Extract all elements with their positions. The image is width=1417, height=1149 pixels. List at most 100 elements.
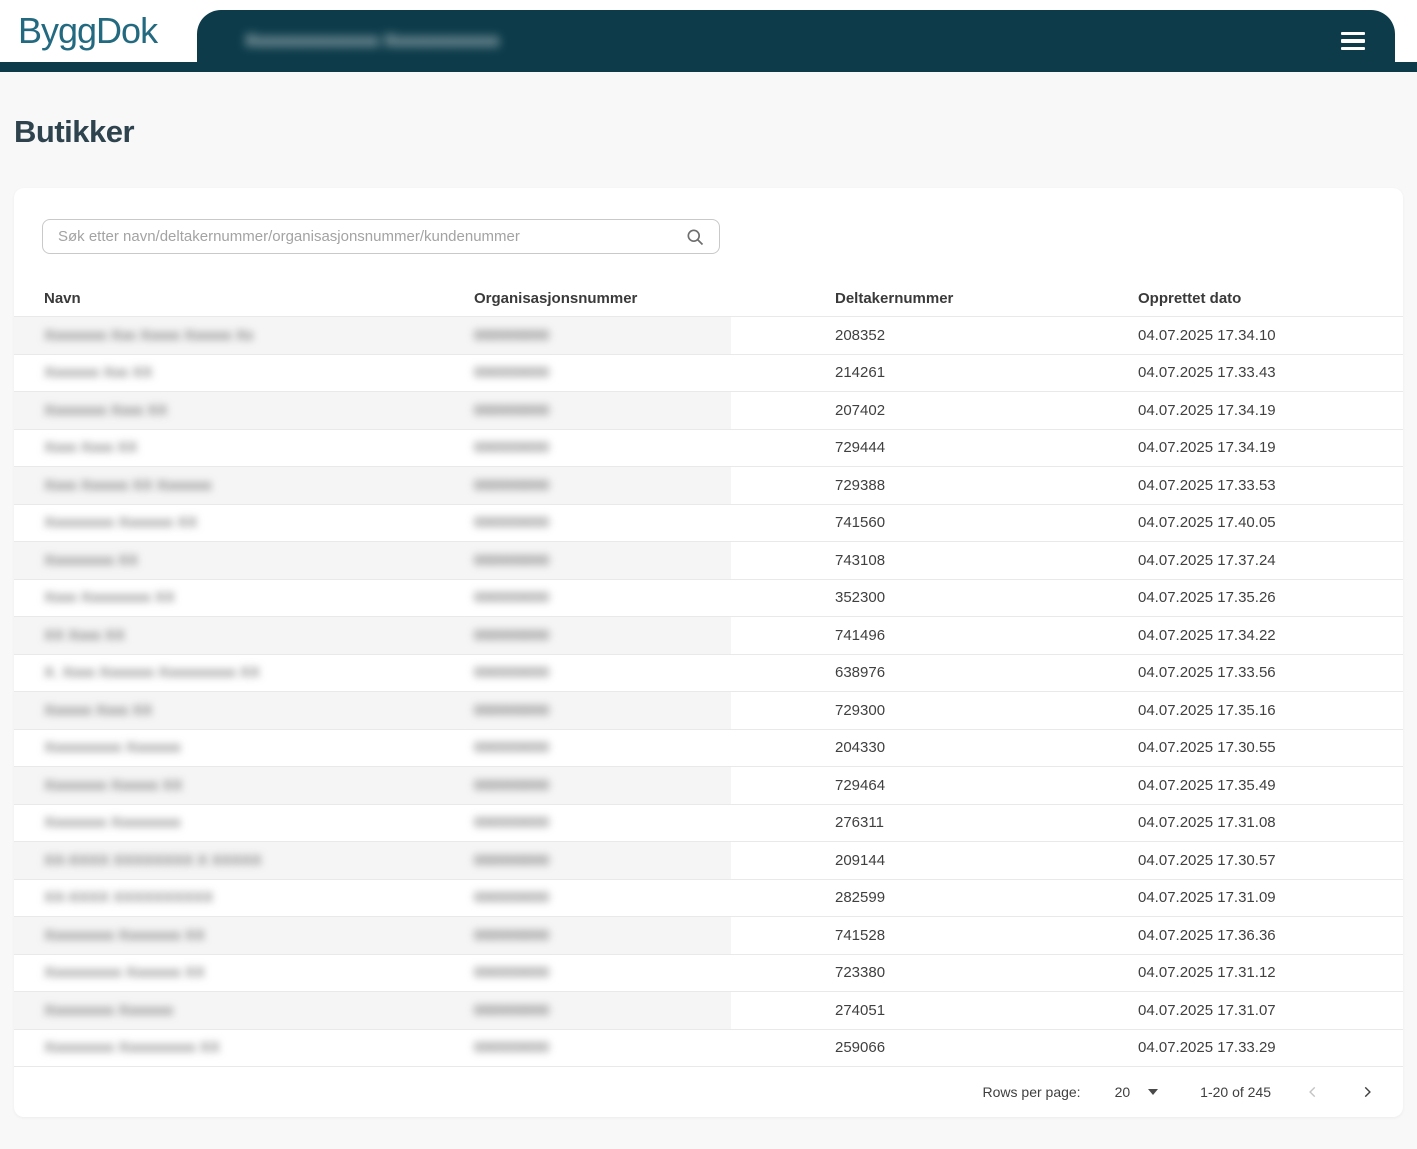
created-date-cell: 04.07.2025 17.37.24 <box>1138 551 1276 569</box>
created-date-cell: 04.07.2025 17.34.19 <box>1138 401 1276 419</box>
previous-page-button[interactable] <box>1301 1080 1325 1104</box>
org-number-cell: 000000000 <box>474 439 835 456</box>
table-row[interactable]: Xxxxxx Xxxx XX 000000000 729300 04.07.2025 … <box>14 692 1403 730</box>
table-row[interactable]: Xxxxxxxx Xxxx XX 000000000 207402 04.07.202… <box>14 392 1403 430</box>
table-row[interactable]: Xxxxxxxxx Xxxxxxxx XX 000000000 741528 04.0… <box>14 917 1403 955</box>
created-date-cell: 04.07.2025 17.33.43 <box>1138 364 1276 382</box>
store-name-redacted: X. Xxxx Xxxxxxx Xxxxxxxxxx XX <box>44 664 260 682</box>
created-date-cell: 04.07.2025 17.40.05 <box>1138 514 1276 532</box>
org-number-cell: 000000000 <box>474 852 835 869</box>
org-number-cell: 000000000 <box>474 927 835 944</box>
org-number-cell: 000000000 <box>474 1039 835 1056</box>
table-body: Xxxxxxxx Xxx Xxxxx Xxxxxx Xx 000000000 208… <box>14 317 1403 1067</box>
header-tab: Xxxxxxxxxxxxxx Xxxxxxxxxxxx <box>197 10 1395 72</box>
created-date-cell: 04.07.2025 17.33.56 <box>1138 664 1276 682</box>
store-name-cell: Xxxxxxxxxx Xxxxxxx <box>44 739 474 756</box>
table-row[interactable]: Xxxxxxxxx Xxxxxxx 000000000 274051 04.07.20… <box>14 992 1403 1030</box>
store-name-redacted: Xxxxxxxx Xxx Xxxxx Xxxxxx Xx <box>44 326 254 344</box>
store-name-redacted: Xxxxxxxxxx Xxxxxxx XX <box>44 964 205 982</box>
table-row[interactable]: XX-XXXX XXXXXXXX X XXXXX 000000000 209144 0… <box>14 842 1403 880</box>
org-number-redacted: 000000000 <box>474 739 550 757</box>
menu-button[interactable] <box>1341 32 1365 50</box>
created-date-cell: 04.07.2025 17.33.53 <box>1138 476 1276 494</box>
org-number-redacted: 000000000 <box>474 1001 550 1019</box>
org-number-redacted: 000000000 <box>474 889 550 907</box>
store-name-redacted: XX-XXXX XXXXXXXX X XXXXX <box>44 851 262 869</box>
org-number-cell: 000000000 <box>474 739 835 756</box>
store-name-cell: Xxxxxxx Xxx XX <box>44 364 474 381</box>
org-number-redacted: 000000000 <box>474 514 550 532</box>
rows-per-page-select[interactable]: 20 <box>1115 1084 1159 1100</box>
search-input[interactable] <box>43 220 719 253</box>
app-logo[interactable]: ByggDok <box>18 10 158 51</box>
table-row[interactable]: Xxxx Xxxx XX 000000000 729444 04.07.2025 17… <box>14 430 1403 467</box>
org-number-redacted: 000000000 <box>474 326 550 344</box>
table-row[interactable]: Xxxxxxxxxx Xxxxxxx 000000000 204330 04.07.2… <box>14 730 1403 767</box>
created-date-cell: 04.07.2025 17.31.12 <box>1138 964 1276 982</box>
org-number-cell: 000000000 <box>474 889 835 906</box>
participant-number-cell: 214261 <box>835 364 886 382</box>
participant-number-cell: 282599 <box>835 889 886 907</box>
org-number-redacted: 000000000 <box>474 926 550 944</box>
org-number-cell: 000000000 <box>474 477 835 494</box>
org-number-redacted: 000000000 <box>474 851 550 869</box>
table-row[interactable]: XX-XXXX XXXXXXXXXX 000000000 282599 04.07.2… <box>14 880 1403 917</box>
table-row[interactable]: Xxxxxxxxx XX 000000000 743108 04.07.2025 17… <box>14 542 1403 580</box>
participant-number-cell: 741528 <box>835 926 886 944</box>
org-number-cell: 000000000 <box>474 814 835 831</box>
created-date-cell: 04.07.2025 17.31.09 <box>1138 889 1276 907</box>
created-date-cell: 04.07.2025 17.35.16 <box>1138 701 1276 719</box>
store-name-cell: Xxxxxxxxxx Xxxxxxx XX <box>44 964 474 981</box>
table-row[interactable]: Xxxxxxx Xxx XX 000000000 214261 04.07.2025 … <box>14 355 1403 392</box>
store-name-redacted: Xxxxxxxxx XX <box>44 551 139 569</box>
table-row[interactable]: XX Xxxx XX 000000000 741496 04.07.2025 17.3… <box>14 617 1403 655</box>
participant-number-cell: 729464 <box>835 776 886 794</box>
chevron-right-icon <box>1364 1086 1371 1098</box>
workspace-title: Xxxxxxxxxxxxxx Xxxxxxxxxxxx <box>245 31 500 50</box>
created-date-cell: 04.07.2025 17.35.49 <box>1138 776 1276 794</box>
org-number-cell: 000000000 <box>474 402 835 419</box>
table-row[interactable]: Xxxx Xxxxxx XX Xxxxxxx 000000000 729388 04.… <box>14 467 1403 505</box>
table-row[interactable]: X. Xxxx Xxxxxxx Xxxxxxxxxx XX 000000000 63… <box>14 655 1403 692</box>
created-date-cell: 04.07.2025 17.34.10 <box>1138 326 1276 344</box>
page-range-label: 1-20 of 245 <box>1200 1084 1271 1100</box>
org-number-cell: 000000000 <box>474 514 835 531</box>
search-row <box>14 188 1403 254</box>
participant-number-cell: 207402 <box>835 401 886 419</box>
table-row[interactable]: Xxxxxxxxx Xxxxxxxxxx XX 000000000 259066 04… <box>14 1030 1403 1067</box>
participant-number-cell: 259066 <box>835 1039 886 1057</box>
store-name-redacted: Xxxxxxxxx Xxxxxxxxxx XX <box>44 1039 220 1057</box>
store-name-redacted: Xxxxxxxx Xxxxxxxxx <box>44 814 181 832</box>
org-number-redacted: 000000000 <box>474 701 550 719</box>
org-number-cell: 000000000 <box>474 327 835 344</box>
org-number-cell: 000000000 <box>474 777 835 794</box>
participant-number-cell: 208352 <box>835 326 886 344</box>
org-number-redacted: 000000000 <box>474 551 550 569</box>
column-header-organisasjonsnummer: Organisasjonsnummer <box>474 290 638 307</box>
store-name-cell: XX-XXXX XXXXXXXXXX <box>44 889 474 906</box>
column-header-deltakernummer: Deltakernummer <box>835 290 954 307</box>
store-name-redacted: Xxxxxxxx Xxxxxx XX <box>44 776 183 794</box>
page-title: Butikker <box>14 114 135 149</box>
org-number-redacted: 000000000 <box>474 626 550 644</box>
participant-number-cell: 209144 <box>835 851 886 869</box>
table-row[interactable]: Xxxxxxxx Xxxxxxxxx 000000000 276311 04.07.2… <box>14 805 1403 842</box>
store-name-cell: Xxxxxxxxx Xxxxxxx XX <box>44 514 474 531</box>
org-number-redacted: 000000000 <box>474 664 550 682</box>
store-name-redacted: Xxxxxx Xxxx XX <box>44 701 153 719</box>
org-number-redacted: 000000000 <box>474 814 550 832</box>
table-row[interactable]: Xxxxxxxx Xxx Xxxxx Xxxxxx Xx 000000000 208… <box>14 317 1403 355</box>
table-row[interactable]: Xxxxxxxxxx Xxxxxxx XX 000000000 723380 04.0… <box>14 955 1403 992</box>
table-row[interactable]: Xxxxxxxx Xxxxxx XX 000000000 729464 04.07.2… <box>14 767 1403 805</box>
next-page-button[interactable] <box>1355 1080 1379 1104</box>
rows-per-page-value: 20 <box>1114 1084 1131 1100</box>
store-name-cell: Xxxxxxxxx Xxxxxxxxxx XX <box>44 1039 474 1056</box>
column-header-opprettet-dato: Opprettet dato <box>1138 290 1242 307</box>
store-name-redacted: Xxxxxxxxxx Xxxxxxx <box>44 739 181 757</box>
store-name-redacted: Xxxx Xxxxxxxxx XX <box>44 589 175 607</box>
store-name-cell: X. Xxxx Xxxxxxx Xxxxxxxxxx XX <box>44 664 474 681</box>
store-name-cell: Xxxxxx Xxxx XX <box>44 702 474 719</box>
table-row[interactable]: Xxxx Xxxxxxxxx XX 000000000 352300 04.07.20… <box>14 580 1403 617</box>
created-date-cell: 04.07.2025 17.31.08 <box>1138 814 1276 832</box>
table-row[interactable]: Xxxxxxxxx Xxxxxxx XX 000000000 741560 04.07… <box>14 505 1403 542</box>
